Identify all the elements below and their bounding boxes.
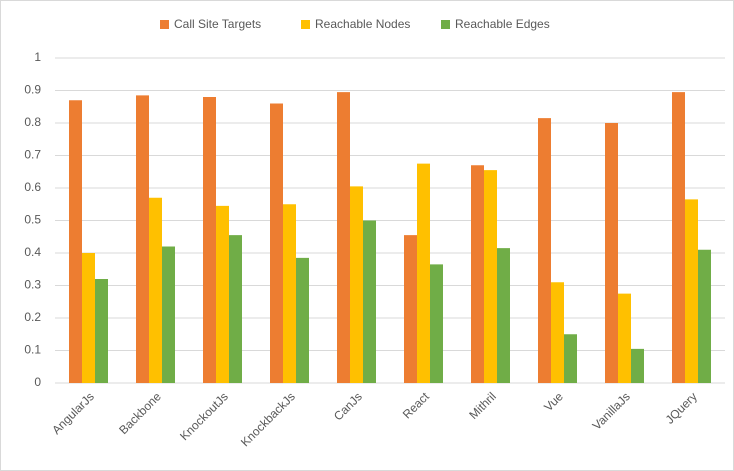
bar [149, 197, 162, 383]
legend-label: Call Site Targets [174, 17, 261, 31]
legend-label: Reachable Edges [455, 17, 550, 31]
y-tick-label: 0.1 [24, 343, 41, 357]
bar [162, 246, 175, 383]
y-tick-label: 0 [34, 375, 41, 389]
bar [631, 348, 644, 383]
y-tick-label: 0.2 [24, 310, 41, 324]
bar [471, 165, 484, 383]
bar [497, 248, 510, 383]
y-tick-label: 0.9 [24, 83, 41, 97]
bar [538, 118, 551, 383]
bar [229, 235, 242, 383]
bar [203, 97, 216, 383]
y-tick-label: 0.7 [24, 148, 41, 162]
bar [685, 199, 698, 383]
bar [82, 253, 95, 383]
bar [216, 205, 229, 383]
y-tick-label: 0.6 [24, 180, 41, 194]
y-tick-label: 1 [34, 50, 41, 64]
legend-swatch [441, 20, 450, 29]
bar [551, 282, 564, 383]
legend-swatch [301, 20, 310, 29]
bar [283, 204, 296, 383]
bar [350, 186, 363, 383]
bar [672, 92, 685, 383]
bar [417, 163, 430, 383]
bar [296, 257, 309, 383]
bar [69, 100, 82, 383]
bar [618, 293, 631, 383]
bar [430, 264, 443, 383]
bar [95, 279, 108, 383]
bar [605, 123, 618, 383]
y-tick-label: 0.5 [24, 213, 41, 227]
legend-label: Reachable Nodes [315, 17, 410, 31]
bar [404, 235, 417, 383]
legend-swatch [160, 20, 169, 29]
y-tick-label: 0.4 [24, 245, 41, 259]
bar [363, 220, 376, 383]
bar [698, 249, 711, 383]
y-tick-label: 0.8 [24, 115, 41, 129]
bar [136, 95, 149, 383]
bar [270, 103, 283, 383]
y-tick-label: 0.3 [24, 278, 41, 292]
bar [484, 170, 497, 383]
bar [564, 334, 577, 383]
bar [337, 92, 350, 383]
